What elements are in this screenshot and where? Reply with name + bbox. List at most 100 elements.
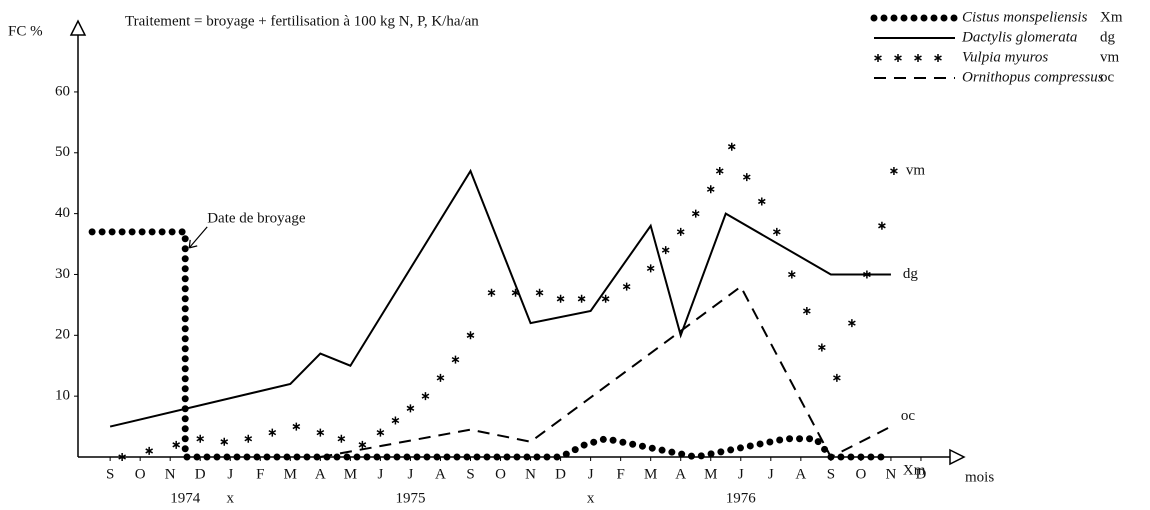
star-marker	[466, 331, 475, 340]
x-tick-label: M	[644, 466, 657, 482]
y-axis-label: FC %	[8, 23, 43, 39]
star-marker	[727, 142, 736, 151]
legend-name: Cistus monspeliensis	[962, 9, 1088, 25]
star-marker	[406, 404, 415, 413]
annotation-arrow	[188, 226, 208, 249]
year-label: 1975	[395, 490, 425, 506]
y-tick-label: 30	[55, 266, 70, 282]
legend-name: Ornithopus compressus	[962, 69, 1104, 85]
legend-abbr: oc	[1100, 69, 1115, 85]
star-marker	[220, 437, 229, 446]
x-tick-label: S	[466, 466, 474, 482]
legend-name: Vulpia myuros	[962, 49, 1048, 65]
x-tick-label: D	[195, 466, 206, 482]
star-marker	[890, 167, 898, 176]
y-tick-label: 20	[55, 327, 70, 343]
star-marker	[316, 428, 325, 437]
star-marker	[172, 440, 181, 449]
x-tick-label: M	[344, 466, 357, 482]
star-marker	[878, 221, 886, 230]
series-end-label: Xm	[903, 462, 926, 478]
star-marker	[196, 434, 205, 443]
star-marker	[787, 270, 796, 279]
x-tick-label: O	[855, 466, 866, 482]
star-marker	[118, 453, 126, 461]
star-marker	[848, 319, 856, 328]
star-marker	[863, 270, 871, 279]
x-tick-label: O	[495, 466, 506, 482]
x-axis-arrow	[949, 448, 966, 466]
legend-abbr: Xm	[1100, 9, 1123, 25]
star-marker	[436, 373, 445, 382]
x-tick-label: N	[886, 466, 897, 482]
star-marker	[676, 227, 685, 236]
legend-star	[934, 54, 942, 62]
star-marker	[391, 416, 400, 425]
x-axis-label: mois	[965, 469, 994, 485]
x-tick-label: J	[377, 466, 383, 482]
x-tick-label: M	[284, 466, 297, 482]
star-marker	[451, 355, 460, 364]
series-line	[109, 168, 891, 428]
star-marker	[803, 306, 811, 315]
legend-star	[874, 54, 882, 62]
year-label: 1976	[726, 490, 757, 506]
x-marker: x	[227, 490, 235, 506]
y-tick-label: 10	[55, 388, 70, 404]
x-tick-label: D	[555, 466, 566, 482]
star-marker	[757, 197, 766, 206]
x-tick-label: D	[916, 466, 927, 482]
series-end-label: vm	[906, 162, 926, 178]
star-marker	[268, 428, 277, 437]
star-marker	[742, 173, 751, 182]
star-marker	[833, 373, 841, 382]
star-marker	[487, 288, 496, 297]
x-tick-label: J	[738, 466, 744, 482]
star-marker	[511, 288, 520, 297]
legend-star	[894, 54, 902, 62]
star-marker	[715, 167, 724, 176]
star-marker	[691, 209, 700, 218]
y-tick-label: 40	[55, 205, 70, 221]
star-marker	[244, 434, 253, 443]
legend-star	[914, 54, 922, 62]
x-tick-label: J	[408, 466, 414, 482]
star-marker	[646, 264, 655, 273]
y-tick-label: 50	[55, 144, 70, 160]
x-tick-label: J	[227, 466, 233, 482]
series-end-label: dg	[903, 266, 919, 282]
star-marker	[421, 392, 430, 401]
year-label: 1974	[170, 490, 201, 506]
series-line	[88, 228, 895, 461]
star-marker	[376, 428, 385, 437]
star-marker	[292, 422, 301, 431]
x-tick-label: A	[315, 466, 326, 482]
chart-title: Traitement = broyage + fertilisation à 1…	[125, 13, 479, 29]
annotation: Date de broyage	[207, 210, 306, 226]
x-tick-label: M	[704, 466, 717, 482]
x-tick-label: O	[135, 466, 146, 482]
legend-abbr: dg	[1100, 29, 1116, 45]
star-marker	[772, 227, 781, 236]
star-marker	[535, 288, 544, 297]
x-tick-label: F	[616, 466, 624, 482]
series-line	[320, 285, 892, 459]
y-axis-arrow	[69, 19, 87, 36]
x-tick-label: S	[827, 466, 835, 482]
star-marker	[145, 446, 154, 455]
star-marker	[706, 185, 715, 194]
x-marker: x	[587, 490, 595, 506]
legend-abbr: vm	[1100, 49, 1120, 65]
x-tick-label: J	[588, 466, 594, 482]
legend-name: Dactylis glomerata	[961, 29, 1077, 45]
star-marker	[622, 282, 631, 291]
star-marker	[358, 440, 367, 449]
star-marker	[818, 343, 826, 352]
y-tick-label: 60	[55, 83, 70, 99]
x-tick-label: F	[256, 466, 264, 482]
x-tick-label: A	[795, 466, 806, 482]
series-end-label: oc	[901, 408, 916, 424]
x-tick-label: A	[435, 466, 446, 482]
star-marker	[556, 294, 565, 303]
x-tick-label: N	[525, 466, 536, 482]
